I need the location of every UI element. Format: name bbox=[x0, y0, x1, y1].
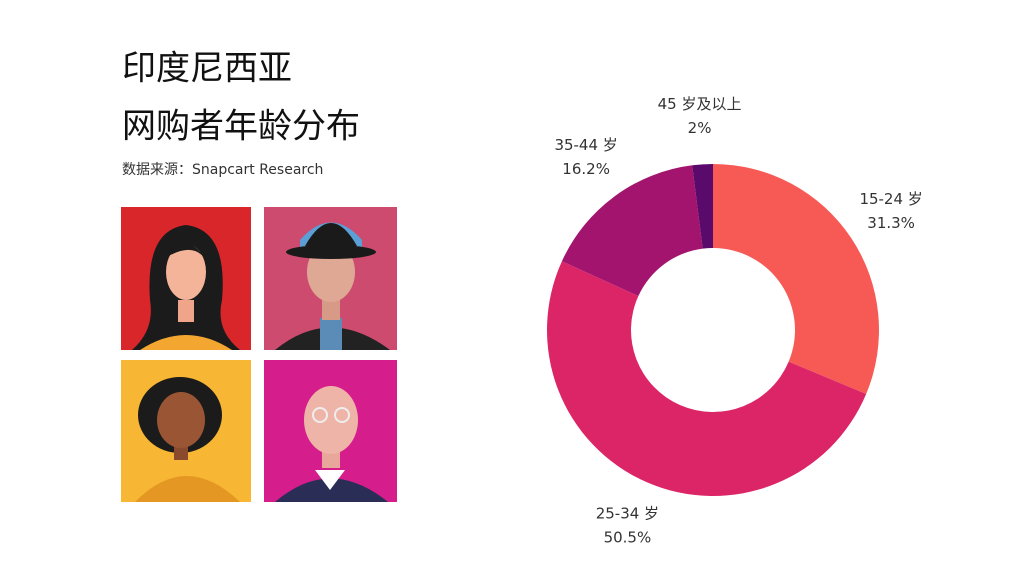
slice-value-label: 16.2% bbox=[562, 160, 610, 178]
donut-chart: 15-24 岁 31.3% 25-34 岁 50.5% 35-44 岁 16.2% 45 岁… bbox=[547, 95, 923, 547]
source: 数据来源：Snapcart Research bbox=[122, 162, 323, 178]
slice-value-label: 2% bbox=[688, 119, 712, 137]
chart-title: 印度尼西亚 bbox=[122, 49, 292, 89]
slice-label: 45 岁及以上 bbox=[658, 95, 742, 113]
slice bbox=[692, 164, 713, 249]
portraits bbox=[121, 207, 397, 502]
slice-value-label: 50.5% bbox=[604, 529, 652, 547]
chart-subtitle: 网购者年龄分布 bbox=[122, 107, 360, 147]
slice bbox=[547, 261, 867, 496]
slice-label: 35-44 岁 bbox=[554, 136, 617, 154]
slice-label: 25-34 岁 bbox=[596, 505, 659, 523]
slice bbox=[561, 165, 703, 297]
slice bbox=[713, 164, 879, 395]
slice-label: 15-24 岁 bbox=[859, 190, 922, 208]
slice-value-label: 31.3% bbox=[867, 214, 915, 232]
